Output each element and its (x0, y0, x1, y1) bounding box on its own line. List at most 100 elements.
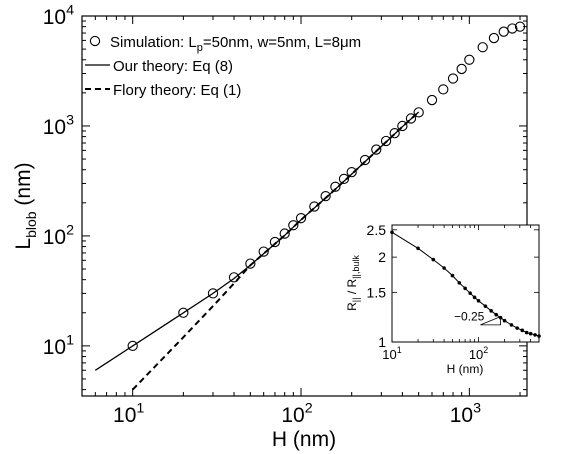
inset-x-tick-label-exp: 1 (397, 345, 402, 355)
inset-point (390, 230, 394, 235)
inset-point (537, 334, 541, 338)
y-tick-label-exp: 2 (66, 222, 74, 238)
inset-point (494, 312, 498, 317)
y-tick-label: 104 (43, 3, 74, 29)
slope-annotation: −0.25 (454, 310, 485, 324)
x-tick-label-base: 10 (450, 404, 473, 427)
simulation-point (464, 54, 475, 65)
x-tick-label-exp: 3 (473, 401, 481, 417)
y-tick-label: 101 (43, 332, 74, 358)
simulation-point (288, 220, 299, 231)
slope-triangle (480, 316, 502, 326)
simulation-point (389, 128, 400, 139)
main-y-axis-label: Lblob (nm) (12, 162, 39, 249)
inset-point (472, 295, 477, 300)
simulation-point (371, 144, 382, 155)
main-x-axis-label: H (nm) (272, 428, 336, 451)
simulation-point (380, 135, 392, 147)
legend-entry: Simulation: Lp=50nm, w=5nm, L=8μm (110, 34, 361, 54)
inset-point (515, 326, 520, 330)
inset-point (489, 309, 493, 313)
inset-x-tick-label: 101 (382, 345, 401, 362)
inset-y-axis-label: R|| / R||,bulk (345, 255, 361, 311)
inset-y-axis-label-part: R (345, 302, 359, 311)
simulation-point (477, 42, 488, 53)
simulation-point (309, 201, 320, 212)
inset-y-tick-label: 1.5 (367, 284, 387, 300)
x-tick-label: 101 (113, 401, 144, 427)
simulation-point (320, 190, 331, 202)
simulation-point (514, 21, 526, 32)
legend-entry-part: Flory theory: Eq (1) (113, 82, 241, 99)
simulation-point (295, 213, 307, 224)
y-tick-label-exp: 4 (66, 3, 74, 19)
y-tick-label: 103 (43, 113, 74, 139)
y-tick-label-exp: 1 (66, 332, 74, 348)
inset-point (528, 331, 533, 336)
legend-entry-part: =50nm, w=5nm, L=8μm (203, 34, 361, 51)
inset-x-tick-label: 102 (469, 345, 488, 362)
simulation-point (405, 113, 417, 124)
inset-point (442, 266, 446, 270)
simulation-point (426, 94, 438, 106)
simulation-point (207, 288, 219, 299)
inset-point (533, 333, 537, 337)
simulation-point (397, 120, 408, 132)
simulation-point (330, 181, 341, 192)
inset-point (416, 246, 420, 251)
inset-y-tick-label: 1 (378, 334, 386, 350)
inset-point (463, 286, 467, 291)
legend: Simulation: Lp=50nm, w=5nm, L=8μm Our the… (85, 34, 361, 99)
legend-entry-part: Our theory: Eq (8) (113, 58, 233, 75)
inset-y-tick-label: 2 (378, 249, 386, 265)
simulation-point (359, 154, 371, 166)
inset-frame (391, 224, 540, 343)
x-tick-label: 103 (450, 401, 481, 427)
inset-y-axis-label-part: || (351, 298, 361, 303)
simulation-point (269, 236, 281, 248)
inset-x-tick-label-base: 10 (469, 347, 483, 362)
legend-entry: Flory theory: Eq (1) (113, 82, 241, 99)
legend-entry: Our theory: Eq (8) (113, 58, 233, 75)
inset-y-axis-label-part: ||,bulk (351, 255, 361, 279)
simulation-point (258, 246, 269, 257)
inset-y-axis-label-part: / R (345, 278, 359, 297)
simulation-point (127, 340, 138, 352)
inset-point (520, 328, 525, 333)
simulation-point (279, 228, 290, 239)
legend-entry-part: p (197, 42, 203, 54)
y-tick-label-base: 10 (43, 336, 66, 359)
flory-theory-line (131, 111, 420, 391)
simulation-point (346, 167, 357, 178)
inset-point (457, 281, 462, 285)
inset-y-tick-label: 2.5 (367, 222, 387, 238)
inset-point (476, 298, 481, 303)
y-tick-label: 102 (43, 222, 74, 248)
y-tick-label-base: 10 (43, 116, 66, 139)
inset-point (502, 318, 507, 323)
y-tick-label-exp: 3 (66, 113, 74, 129)
inset-x-axis-label: H (nm) (447, 362, 484, 376)
simulation-point (456, 63, 467, 75)
main-y-axis-label-unit: (nm) (12, 162, 35, 211)
simulation-point (488, 32, 500, 44)
inset-line (391, 231, 540, 337)
legend-entry-part: Simulation: L (110, 34, 197, 51)
x-tick-label-base: 10 (281, 404, 304, 427)
inset-point (509, 323, 514, 327)
main-y-axis-label-sub: blob (23, 211, 39, 238)
simulation-point (447, 73, 459, 84)
x-tick-label-exp: 1 (136, 401, 144, 417)
simulation-point (245, 258, 256, 269)
inset-point (524, 330, 529, 335)
simulation-point (438, 84, 449, 95)
simulation-point (413, 107, 424, 118)
main-y-axis-label-main: L (12, 238, 35, 250)
inset-point (468, 291, 472, 295)
x-tick-label-exp: 2 (305, 401, 313, 417)
simulation-point (338, 173, 350, 185)
x-tick-label-base: 10 (113, 404, 136, 427)
